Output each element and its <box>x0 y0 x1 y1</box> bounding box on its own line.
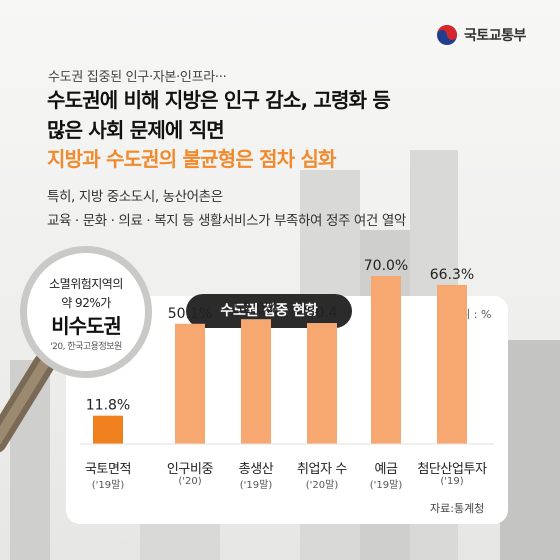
bar-3 <box>307 323 337 444</box>
bar-value-label-1: 50.1% <box>168 306 212 322</box>
subtext-line-1: 특히, 지방 중소도시, 농산어촌은 <box>47 189 223 205</box>
headline-line-3: 지방과 수도권의 불균형은 점차 심화 <box>47 147 336 171</box>
x-tick-year-1: ('20) <box>178 476 202 487</box>
bar-0 <box>93 415 123 444</box>
x-tick-year-2: ('19말) <box>239 480 273 491</box>
bar-value-label-4: 70.0% <box>364 258 408 274</box>
intro-text: 수도권 집중된 인구·자본·인프라··· <box>48 70 227 85</box>
x-tick-label-5: 첨단산업투자 <box>417 462 487 477</box>
x-tick-label-4: 예금 <box>374 462 398 477</box>
bar-value-label-3: 50.4 <box>306 305 337 321</box>
bar-2 <box>241 319 271 444</box>
x-tick-year-5: ('19) <box>440 476 464 487</box>
x-tick-label-1: 인구비중 <box>166 462 214 477</box>
bar-1 <box>175 323 205 444</box>
x-tick-label-2: 총생산 <box>238 462 274 477</box>
bar-5 <box>437 284 467 444</box>
x-tick-label-0: 국토면적 <box>84 462 132 477</box>
callout-line-3: 비수도권 <box>51 314 122 338</box>
ministry-logo: 국토교통부 <box>436 24 526 46</box>
subtext-line-2: 교육 · 문화 · 의료 · 복지 등 생활서비스가 부족하여 정주 여건 열악 <box>47 213 406 229</box>
x-tick-year-0: ('19말) <box>91 480 125 491</box>
bar-4 <box>371 276 401 444</box>
chart-source: 자료:통계청 <box>430 502 485 515</box>
callout-source: '20, 한국고용정보원 <box>50 342 122 352</box>
x-tick-year-4: ('19말) <box>369 480 403 491</box>
taegeuk-icon <box>437 25 457 45</box>
headline-line-1: 수도권에 비해 지방은 인구 감소, 고령화 등 <box>47 88 391 112</box>
bar-value-label-0: 11.8% <box>86 398 130 414</box>
x-tick-year-3: ('20말) <box>305 480 339 491</box>
magnifier-lens <box>20 246 152 378</box>
callout-line-2: 약 92%가 <box>61 296 111 310</box>
headline-line-2: 많은 사회 문제에 직면 <box>47 118 225 142</box>
bar-value-label-5: 66.3% <box>430 267 474 283</box>
magnifier-callout: 소멸위험지역의 약 92%가 비수도권 '20, 한국고용정보원 <box>0 246 170 496</box>
ministry-name: 국토교통부 <box>464 28 526 44</box>
callout-line-1: 소멸위험지역의 <box>49 277 123 291</box>
x-tick-label-3: 취업자 수 <box>297 462 347 477</box>
magnifier-handle-icon <box>0 353 55 453</box>
bar-value-label-2: 52.0% <box>234 301 278 317</box>
